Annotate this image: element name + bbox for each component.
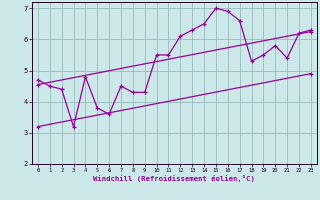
X-axis label: Windchill (Refroidissement éolien,°C): Windchill (Refroidissement éolien,°C)	[93, 175, 255, 182]
